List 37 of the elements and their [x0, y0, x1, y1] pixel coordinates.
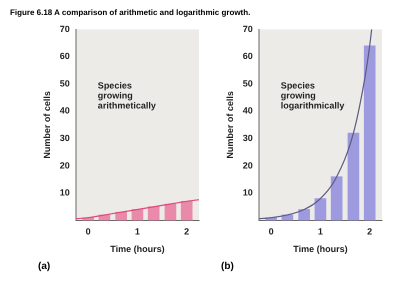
text: (a): [38, 261, 52, 272]
x-axis-title: Time (hours): [110, 244, 165, 254]
bar: [298, 209, 310, 220]
y-tick-label: 70: [242, 24, 253, 34]
y-tick-label: 60: [242, 51, 253, 62]
y-tick-label: 70: [60, 24, 70, 34]
x-axis-title: Time (hours): [293, 244, 348, 254]
x-tick-label: 2: [184, 226, 190, 236]
bar: [164, 204, 176, 220]
y-tick-label: 20: [242, 160, 253, 170]
y-tick-label: 30: [60, 133, 70, 144]
bar: [180, 200, 193, 220]
x-tick-label: 1: [134, 226, 140, 236]
bar: [314, 198, 326, 220]
y-tick-label: 40: [242, 106, 253, 116]
y-tick-label: 30: [242, 133, 253, 144]
y-tick-label: 20: [60, 160, 70, 170]
y-axis-title: Number of cells: [224, 91, 235, 159]
y-axis-title: Number of cells: [42, 91, 52, 159]
annotation: Species growing arithmetically: [98, 80, 156, 110]
chart-title: Figure 6.18 A comparison of arithmetic and logarithmic growth.: [10, 8, 252, 17]
annotation: Species growing logarithmically: [280, 80, 344, 110]
x-tick-label: 2: [367, 226, 372, 236]
y-tick-label: 50: [60, 78, 70, 88]
x-tick-label: 0: [268, 226, 274, 236]
y-tick-label: 60: [60, 51, 70, 62]
bar: [348, 132, 360, 220]
y-tick-label: 40: [60, 106, 70, 116]
y-tick-label: 10: [242, 188, 253, 198]
bar: [148, 206, 160, 220]
y-tick-label: 50: [242, 78, 253, 88]
bar: [364, 45, 376, 220]
text: (b): [221, 261, 235, 272]
x-tick-label: 0: [86, 226, 91, 236]
y-tick-label: 10: [60, 188, 70, 198]
bar: [330, 176, 342, 220]
x-tick-label: 1: [318, 226, 323, 236]
